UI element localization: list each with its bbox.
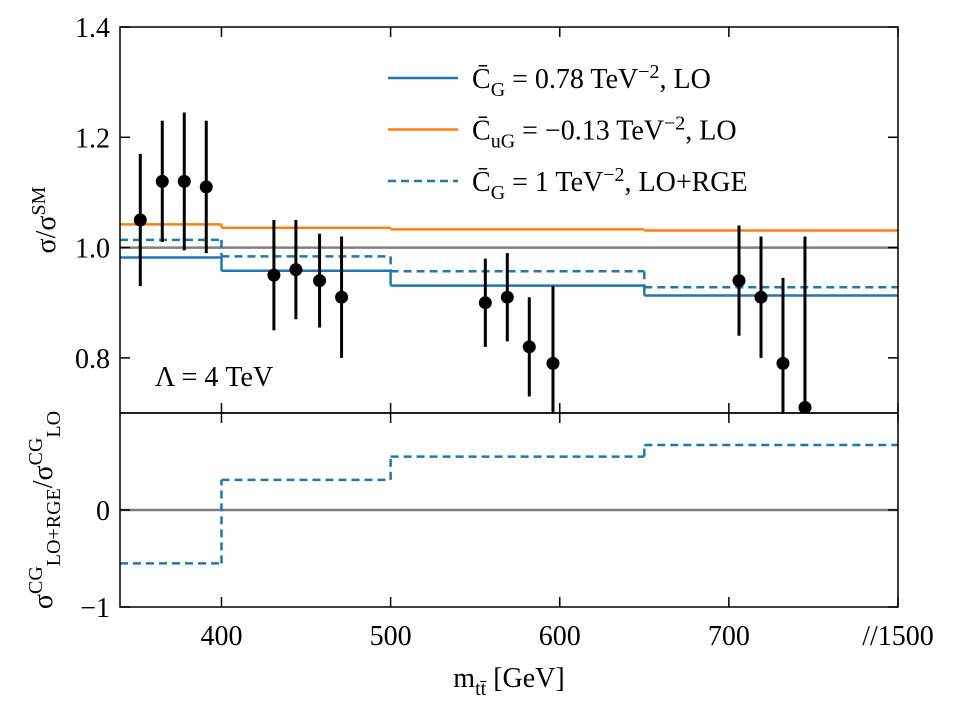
y-axis-label-part: σ/σ	[31, 215, 62, 253]
y-axis-label-part: CG	[25, 438, 47, 466]
legend-label: C̄uG = −0.13 TeV−2, LO	[472, 113, 737, 153]
x-tick-label: 600	[539, 621, 581, 652]
data-point	[798, 400, 812, 413]
data-point	[776, 356, 790, 370]
x-axis-label-part: [GeV]	[486, 663, 565, 694]
data-point	[267, 268, 281, 282]
y-tick-label: 1.2	[75, 123, 110, 154]
y-tick-label: 1.4	[75, 13, 110, 44]
x-axis-label-part: m	[453, 663, 475, 694]
legend-label-part: , LO	[660, 64, 711, 95]
legend-label-part: C̄	[472, 116, 491, 147]
annotation: Λ = 4 TeV	[155, 362, 273, 393]
y-axis-label-part: CG	[25, 566, 47, 594]
x-tick-label: 500	[370, 621, 412, 652]
y-axis-label: σCGLO+RGE/σCGLO	[25, 411, 65, 609]
legend-label-part: −2	[638, 61, 659, 83]
legend-label-part: uG	[491, 131, 515, 153]
data-point	[335, 290, 349, 304]
data-point	[289, 263, 303, 277]
data-point	[732, 274, 746, 288]
y-axis-label-part: SM	[28, 186, 50, 215]
legend-label-part: = 0.78 TeV	[505, 64, 638, 95]
data-point	[478, 296, 492, 310]
data-point	[500, 290, 514, 304]
x-tick-label: 400	[200, 621, 242, 652]
legend-label-part: −2	[664, 113, 685, 135]
y-axis-label-part: /σ	[28, 465, 59, 488]
y-axis-label-part: LO	[43, 411, 65, 438]
data-point	[133, 213, 147, 227]
legend-label-part: G	[491, 79, 505, 101]
y-axis-label-part: σ	[28, 594, 59, 609]
data-point	[546, 356, 560, 370]
x-tick-label: //1500	[862, 621, 934, 652]
x-axis-label-part: tt̄	[475, 678, 487, 700]
legend-label-part: = 1 TeV	[505, 167, 603, 198]
legend-label-part: C̄	[472, 64, 491, 95]
y-tick-label: 0	[96, 496, 110, 527]
legend-label-part: G	[491, 182, 505, 204]
data-point	[754, 290, 768, 304]
data-point	[313, 274, 327, 288]
y-tick-label: 0.8	[75, 344, 110, 375]
y-tick-label: −1	[80, 593, 110, 624]
data-point	[155, 174, 169, 188]
data-point	[522, 340, 536, 354]
data-point	[177, 174, 191, 188]
y-axis-label: σ/σSM	[28, 186, 62, 253]
y-tick-label: 1.0	[75, 234, 110, 265]
legend-label-part: , LO	[685, 116, 736, 147]
legend-label-part: = −0.13 TeV	[515, 116, 664, 147]
y-axis-label-part: LO+RGE	[43, 488, 65, 566]
legend-label: C̄G = 1 TeV−2, LO+RGE	[472, 164, 748, 204]
legend-label-part: C̄	[472, 167, 491, 198]
legend-label-part: −2	[603, 164, 624, 186]
legend-label: C̄G = 0.78 TeV−2, LO	[472, 61, 711, 101]
x-tick-label: 700	[708, 621, 750, 652]
data-point	[199, 180, 213, 194]
legend-label-part: , LO+RGE	[625, 167, 748, 198]
axes-frame	[119, 412, 899, 608]
x-axis-label: mtt̄ [GeV]	[453, 663, 564, 700]
